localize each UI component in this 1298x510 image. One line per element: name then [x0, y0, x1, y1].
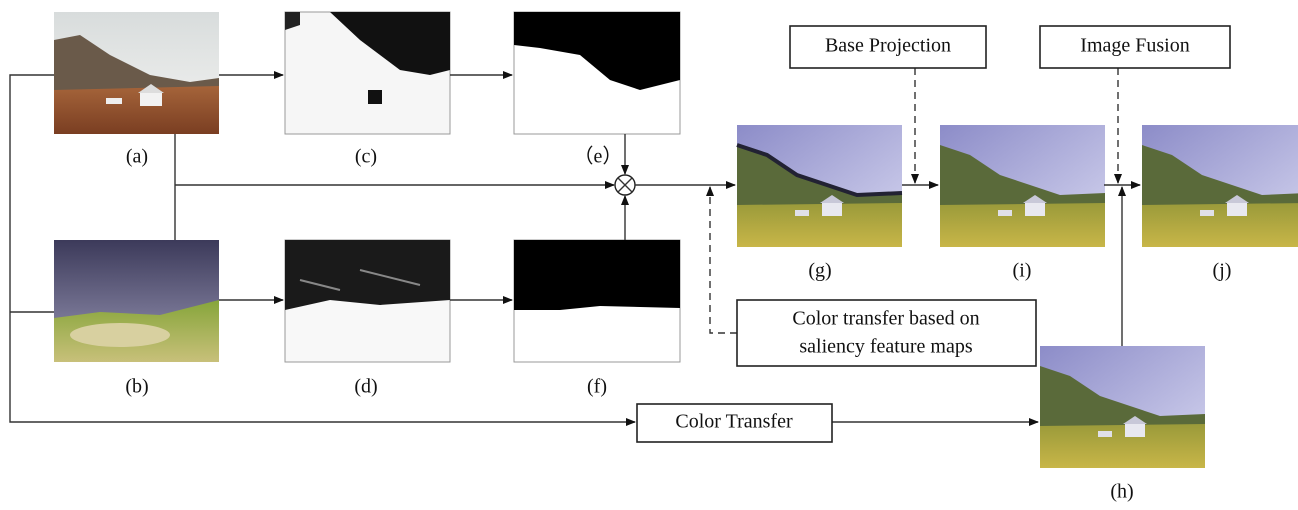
box-text: Color transfer based on [792, 308, 979, 330]
panel-label: (d) [354, 376, 377, 398]
box-text: Image Fusion [1080, 35, 1189, 57]
panel-label: (c) [355, 146, 377, 168]
panel-label: （e） [574, 145, 623, 168]
panel-label: (g) [808, 260, 831, 282]
panel-label: (i) [1013, 260, 1032, 282]
diagram: Base Projection Image Fusion Color trans… [0, 0, 1298, 505]
image-d [285, 240, 450, 362]
image-j [1142, 125, 1298, 247]
panel-label: (b) [125, 376, 148, 398]
image-h [1040, 346, 1205, 468]
image-e [514, 12, 680, 134]
box-text: saliency feature maps [799, 336, 972, 358]
panel-label: (h) [1110, 481, 1133, 503]
image-a [54, 12, 219, 134]
box-text: Color Transfer [675, 411, 793, 433]
panel-label: (j) [1213, 260, 1232, 282]
image-f [514, 240, 680, 362]
box-text: Base Projection [825, 35, 951, 57]
image-c [285, 12, 450, 134]
panel-label: (a) [126, 146, 148, 168]
image-g [737, 125, 902, 247]
image-b [54, 240, 219, 362]
panel-label: (f) [587, 376, 607, 398]
image-i [940, 125, 1105, 247]
